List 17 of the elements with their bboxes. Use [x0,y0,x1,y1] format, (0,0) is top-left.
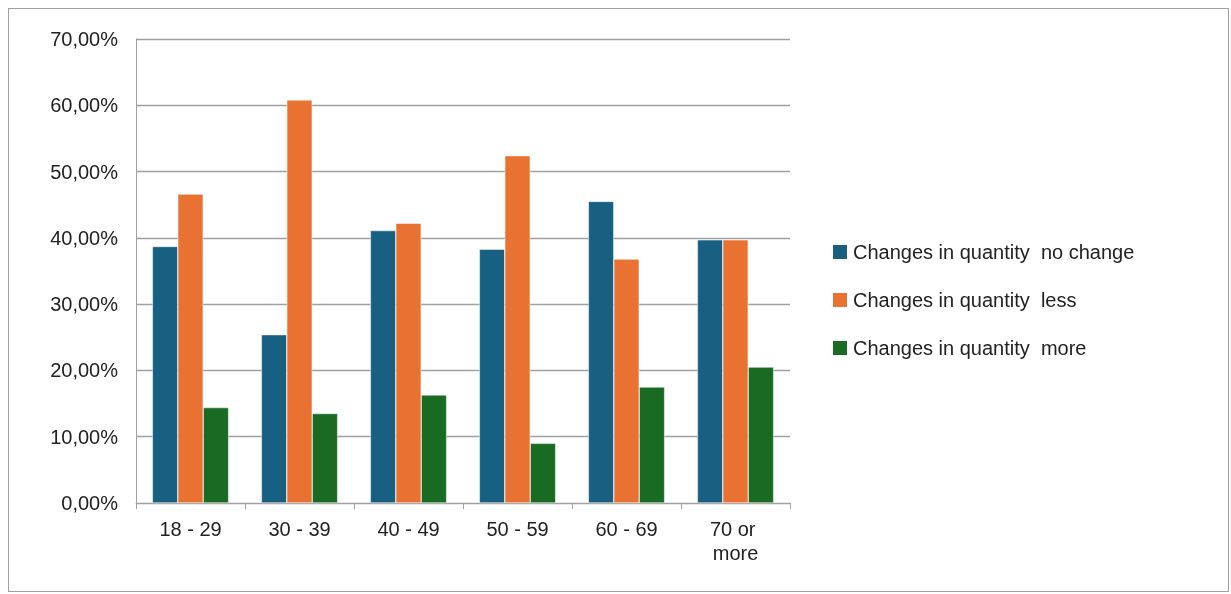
x-tick-label: 60 - 69 [595,518,658,540]
legend-label: Changes in quantity no change [853,241,1135,263]
x-tick-label: 70 or more [709,518,762,564]
y-tick-label: 10,00% [50,425,119,448]
y-tick-label: 60,00% [50,94,119,117]
x-tick-label: 30 - 39 [268,518,331,540]
y-tick-label: 40,00% [50,226,119,249]
x-tick-label: 40 - 49 [377,518,440,540]
y-tick-label: 0,00% [61,492,119,514]
x-tick-label: 18 - 29 [159,518,222,540]
legend-label: Changes in quantity less [853,289,1077,311]
x-tick-label: 50 - 59 [486,518,549,540]
y-tick-label: 20,00% [50,359,119,382]
y-tick-label: 70,00% [50,28,119,50]
y-tick-label: 50,00% [50,160,119,183]
y-tick-label: 30,00% [50,293,119,316]
legend-label: Changes in quantity more [853,337,1087,359]
